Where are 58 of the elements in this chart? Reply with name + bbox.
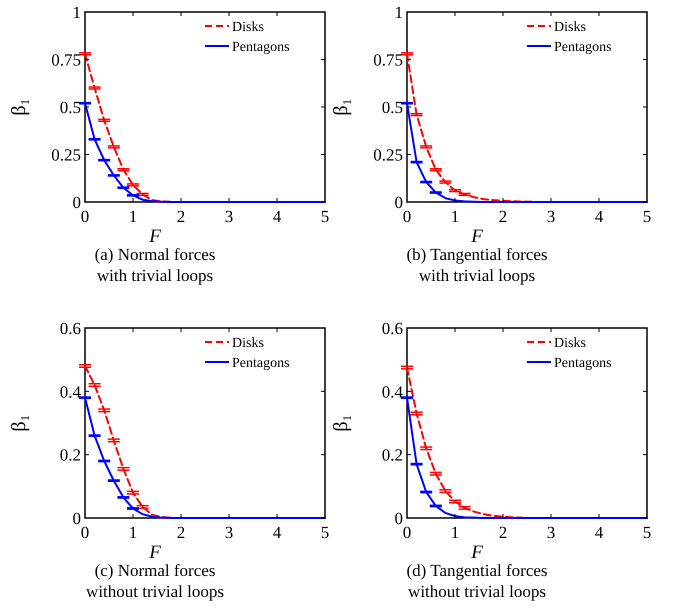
y-tick-label: 0 <box>394 508 403 528</box>
y-tick-label: 0.4 <box>382 382 404 402</box>
x-tick-label: 5 <box>642 207 652 226</box>
text: (a) Normal forces with trivial loops <box>94 245 216 285</box>
x-tick-label: 4 <box>272 207 282 226</box>
x-tick-label: 5 <box>642 523 652 542</box>
y-tick-label: 0.75 <box>373 50 403 70</box>
y-tick-label: 0.25 <box>373 145 403 164</box>
x-tick-label: 1 <box>128 523 138 542</box>
legend-label: Pentagons <box>232 40 290 55</box>
y-tick-label: 1 <box>394 2 403 22</box>
y-tick-label: 1 <box>72 2 81 22</box>
y-tick-label: 0 <box>394 192 403 212</box>
y-tick-label: 0.75 <box>51 50 81 70</box>
y-axis-title: β₁ <box>8 414 30 432</box>
legend-label: Pentagons <box>232 356 290 371</box>
legend-label: Disks <box>554 336 586 351</box>
y-tick-label: 0.2 <box>382 446 403 465</box>
x-tick-label: 2 <box>176 207 186 226</box>
y-axis-title: β₁ <box>330 98 352 116</box>
x-axis-title: F <box>470 226 484 247</box>
legend-label: Pentagons <box>554 40 612 55</box>
x-tick-label: 3 <box>224 523 234 542</box>
y-tick-label: 0.6 <box>382 318 403 338</box>
x-tick-label: 4 <box>594 523 604 542</box>
y-axis-title: β₁ <box>330 414 352 432</box>
legend-label: Disks <box>232 20 264 35</box>
y-tick-label: 0.25 <box>51 145 81 164</box>
y-tick-label: 0.4 <box>60 382 82 402</box>
legend-label: Disks <box>232 336 264 351</box>
x-tick-label: 2 <box>498 207 508 226</box>
x-tick-label: 3 <box>224 207 234 226</box>
x-axis-title: F <box>470 542 484 563</box>
y-tick-label: 0.2 <box>60 446 81 465</box>
x-tick-label: 3 <box>546 207 556 226</box>
x-axis-title: F <box>148 226 162 247</box>
x-tick-label: 2 <box>176 523 186 542</box>
x-tick-label: 5 <box>320 207 330 226</box>
x-tick-label: 4 <box>594 207 604 226</box>
x-tick-label: 1 <box>450 207 460 226</box>
y-tick-label: 0 <box>72 192 81 212</box>
y-tick-label: 0.6 <box>60 318 81 338</box>
x-tick-label: 1 <box>128 207 138 226</box>
y-tick-label: 0 <box>72 508 81 528</box>
text: (c) Normal forces without trivial loops <box>86 561 224 601</box>
y-axis-title: β₁ <box>8 98 30 116</box>
x-tick-label: 1 <box>450 523 460 542</box>
legend-label: Pentagons <box>554 356 612 371</box>
text: (b) Tangential forces with trivial loops <box>406 245 548 285</box>
x-tick-label: 2 <box>498 523 508 542</box>
x-axis-title: F <box>148 542 162 563</box>
y-tick-label: 0.5 <box>60 98 81 117</box>
y-tick-label: 0.5 <box>382 98 403 117</box>
x-tick-label: 3 <box>546 523 556 542</box>
x-tick-label: 4 <box>272 523 282 542</box>
x-tick-label: 5 <box>320 523 330 542</box>
legend-label: Disks <box>554 20 586 35</box>
text: (d) Tangential forces without trivial loops <box>406 561 548 601</box>
